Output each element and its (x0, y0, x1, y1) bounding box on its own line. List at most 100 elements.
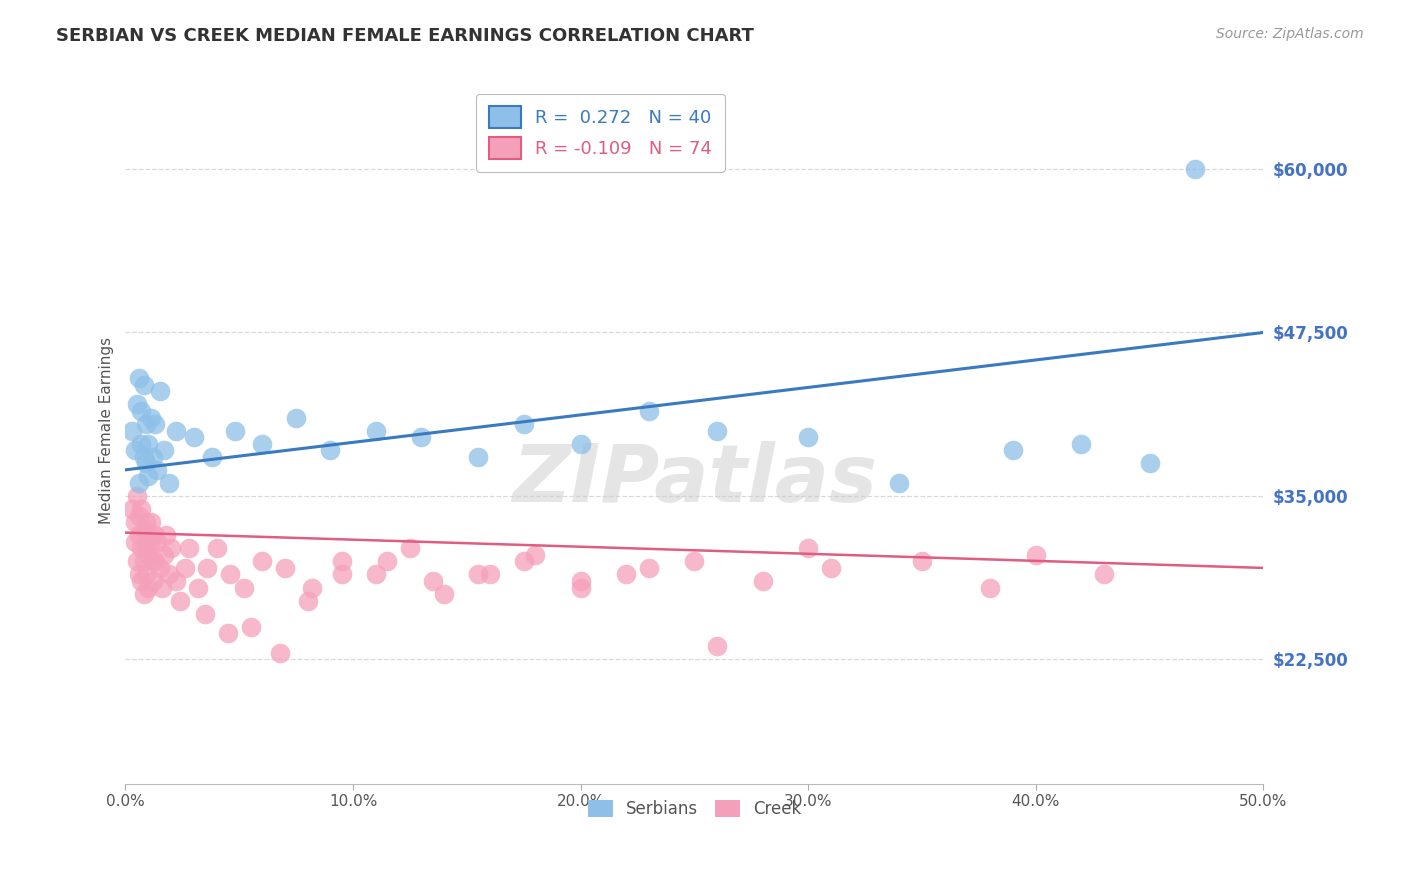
Point (135, 567, 157, 582)
Point (142, 554, 165, 568)
Point (131, 541, 153, 556)
Point (121, 424, 143, 438)
Point (131, 404, 153, 418)
Point (706, 640, 728, 654)
Point (683, 554, 706, 568)
Point (250, 554, 273, 568)
Point (179, 541, 201, 556)
Point (157, 567, 180, 582)
Point (135, 541, 157, 556)
Point (706, 424, 728, 438)
Point (132, 450, 155, 464)
Point (139, 515, 162, 529)
Point (121, 502, 143, 516)
Point (889, 475, 911, 490)
Point (219, 567, 242, 582)
Point (751, 574, 773, 588)
Text: ZIPatlas: ZIPatlas (512, 441, 877, 519)
Point (224, 424, 246, 438)
Point (131, 574, 153, 588)
Point (139, 410, 162, 425)
Point (467, 567, 489, 582)
Point (132, 522, 155, 536)
Text: SERBIAN VS CREEK MEDIAN FEMALE EARNINGS CORRELATION CHART: SERBIAN VS CREEK MEDIAN FEMALE EARNINGS … (56, 27, 754, 45)
Point (187, 581, 209, 595)
Point (128, 475, 150, 490)
Point (364, 424, 387, 438)
Point (183, 430, 205, 444)
Point (524, 548, 547, 562)
Point (125, 489, 148, 503)
Point (330, 567, 353, 582)
Point (139, 534, 162, 549)
Point (143, 554, 166, 568)
Point (569, 581, 592, 595)
Point (285, 410, 308, 425)
Point (124, 443, 146, 458)
Point (201, 450, 224, 464)
Point (194, 607, 217, 621)
Point (142, 574, 165, 588)
Point (269, 646, 291, 660)
Point (131, 436, 153, 450)
Point (169, 593, 191, 607)
Point (274, 561, 297, 575)
Point (142, 450, 165, 464)
Point (422, 574, 444, 588)
Point (149, 384, 172, 399)
Point (797, 430, 820, 444)
Point (173, 561, 195, 575)
Point (132, 554, 155, 568)
Point (297, 593, 319, 607)
Point (1025, 548, 1047, 562)
Y-axis label: Median Female Earnings: Median Female Earnings (100, 337, 114, 524)
Point (569, 436, 592, 450)
Point (146, 463, 169, 477)
Point (155, 528, 177, 542)
Point (467, 450, 489, 464)
Point (150, 581, 173, 595)
Point (375, 554, 398, 568)
Point (217, 626, 239, 640)
Point (165, 424, 187, 438)
Point (132, 587, 155, 601)
Point (330, 554, 353, 568)
Point (411, 430, 433, 444)
Point (136, 528, 159, 542)
Point (136, 469, 159, 483)
Point (124, 534, 146, 549)
Point (128, 567, 150, 582)
Point (135, 417, 157, 431)
Point (478, 567, 501, 582)
Point (399, 541, 422, 556)
Point (153, 548, 176, 562)
Point (512, 554, 534, 568)
Point (364, 567, 387, 582)
Point (132, 377, 155, 392)
Point (143, 528, 166, 542)
Point (569, 574, 592, 588)
Point (143, 417, 166, 431)
Point (820, 561, 842, 575)
Point (153, 443, 176, 458)
Point (124, 515, 146, 529)
Point (614, 567, 637, 582)
Point (638, 561, 661, 575)
Point (911, 554, 934, 568)
Point (135, 456, 157, 470)
Point (197, 561, 219, 575)
Point (136, 436, 159, 450)
Point (128, 371, 150, 385)
Point (1139, 456, 1161, 470)
Point (131, 502, 153, 516)
Point (1070, 436, 1092, 450)
Legend: Serbians, Creek: Serbians, Creek (581, 793, 808, 825)
Point (638, 404, 661, 418)
Point (125, 554, 148, 568)
Point (979, 581, 1001, 595)
Point (165, 574, 187, 588)
Point (1001, 443, 1024, 458)
Point (135, 515, 157, 529)
Point (205, 541, 228, 556)
Point (125, 397, 148, 411)
